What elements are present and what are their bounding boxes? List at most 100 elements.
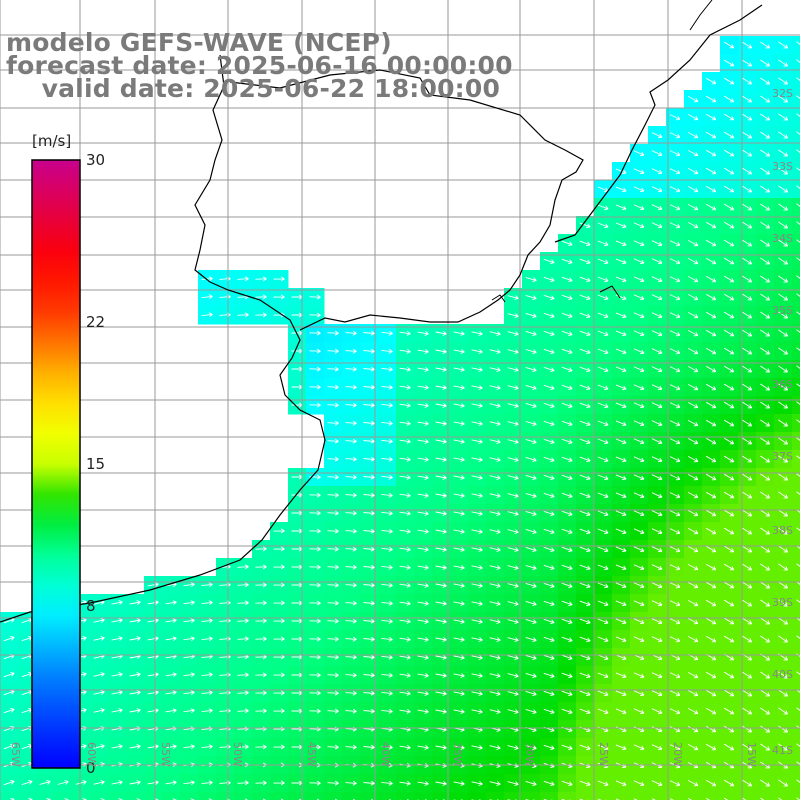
wind-arrow <box>453 511 465 516</box>
wind-arrow <box>723 167 735 175</box>
wind-arrow <box>796 707 800 711</box>
wind-arrow <box>742 437 753 445</box>
wind-arrow <box>796 59 800 63</box>
wind-arrow <box>327 600 339 606</box>
wind-arrow <box>742 689 753 697</box>
wind-arrow <box>705 635 717 643</box>
wind-arrow <box>327 528 339 534</box>
wind-cell <box>180 792 199 800</box>
wind-arrow <box>705 617 717 625</box>
wind-cell <box>126 792 145 800</box>
wind-arrow <box>760 365 771 373</box>
wind-arrow <box>489 475 501 480</box>
wind-arrow <box>507 295 519 300</box>
wind-arrow <box>597 366 609 373</box>
wind-arrow <box>579 276 591 283</box>
wind-cell <box>792 504 800 523</box>
wind-arrow <box>165 744 177 750</box>
wind-arrow <box>633 150 645 157</box>
wind-arrow <box>742 311 753 319</box>
wind-arrow <box>705 455 717 463</box>
wind-arrow <box>453 655 465 660</box>
wind-arrow <box>399 492 411 498</box>
wind-arrow <box>796 527 800 531</box>
wind-arrow <box>309 564 321 570</box>
wind-arrow <box>201 582 213 588</box>
wind-arrow <box>651 618 663 625</box>
wind-arrow <box>183 636 195 642</box>
wind-arrow <box>687 366 699 373</box>
wind-arrow <box>633 654 645 661</box>
wind-arrow <box>435 330 447 336</box>
wind-arrow <box>435 384 447 390</box>
wind-arrow <box>165 672 177 678</box>
wind-arrow <box>471 745 483 750</box>
wind-arrow <box>796 437 800 441</box>
wind-arrow <box>705 527 717 535</box>
wind-arrow <box>525 294 537 301</box>
wind-arrow <box>778 185 789 193</box>
wind-cell <box>612 792 631 800</box>
wind-arrow <box>742 743 753 751</box>
wind-arrow <box>561 690 573 697</box>
wind-arrow <box>399 366 411 372</box>
wind-arrow <box>597 294 609 301</box>
wind-arrow <box>687 708 699 715</box>
wind-arrow <box>615 528 627 535</box>
wind-arrow <box>760 707 771 715</box>
wind-arrow <box>399 528 411 534</box>
wind-cell <box>792 360 800 379</box>
wind-arrow <box>201 672 213 678</box>
wind-arrow <box>687 132 699 139</box>
wind-arrow <box>309 744 321 750</box>
wind-arrow <box>723 59 735 67</box>
wind-arrow <box>796 635 800 639</box>
wind-arrow <box>742 293 753 301</box>
wind-cell <box>792 144 800 163</box>
wind-arrow <box>327 456 339 462</box>
wind-cell <box>792 558 800 577</box>
wind-arrow <box>796 41 800 45</box>
wind-arrow <box>615 294 627 301</box>
wind-arrow <box>705 275 717 283</box>
wind-arrow <box>381 366 393 372</box>
wind-arrow <box>237 600 249 606</box>
wind-arrow <box>687 240 699 247</box>
wind-arrow <box>273 564 285 570</box>
wind-arrow <box>363 600 375 606</box>
wind-arrow <box>760 599 771 607</box>
wind-arrow <box>723 293 735 301</box>
wind-arrow <box>183 780 195 786</box>
wind-arrow <box>381 528 393 534</box>
wind-arrow <box>778 365 789 373</box>
wind-arrow <box>507 601 519 606</box>
wind-arrow <box>633 564 645 571</box>
wind-arrow <box>796 473 800 477</box>
wind-arrow <box>669 780 681 787</box>
wind-arrow <box>309 366 321 372</box>
wind-arrow <box>669 312 681 319</box>
wind-arrow <box>345 456 357 462</box>
wind-arrow <box>669 672 681 679</box>
colorbar <box>31 159 81 769</box>
wind-arrow <box>381 492 393 498</box>
wind-arrow <box>471 601 483 606</box>
wind-arrow <box>381 546 393 552</box>
wind-arrow <box>471 781 483 786</box>
wind-arrow <box>309 348 321 354</box>
wind-arrow <box>165 600 177 606</box>
wind-arrow <box>561 744 573 751</box>
wind-arrow <box>399 384 411 390</box>
wind-arrow <box>687 258 699 265</box>
wind-arrow <box>705 203 717 211</box>
wind-arrow <box>381 348 393 354</box>
wind-arrow <box>201 618 213 624</box>
wind-arrow <box>723 563 735 571</box>
wind-arrow <box>345 780 357 786</box>
wind-arrow <box>93 636 105 641</box>
wind-arrow <box>561 366 573 373</box>
wind-arrow <box>579 402 591 409</box>
wind-arrow <box>687 114 699 121</box>
wind-cell <box>792 684 800 703</box>
wind-cell <box>792 414 800 433</box>
